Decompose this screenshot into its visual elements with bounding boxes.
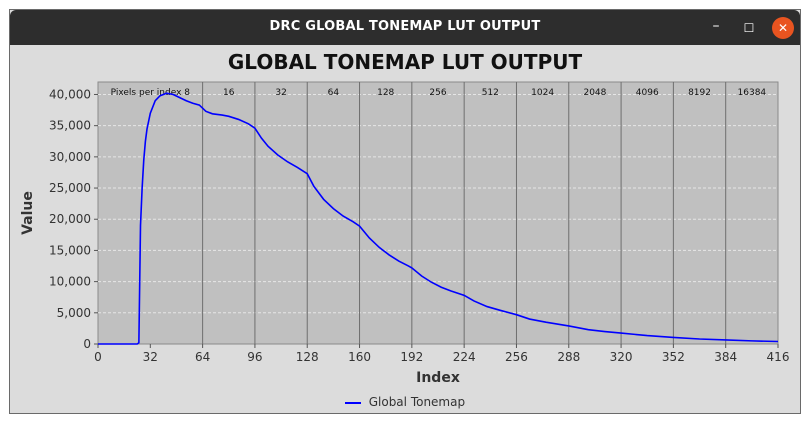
- x-tick-label: 256: [505, 350, 528, 364]
- section-label: 32: [275, 88, 286, 98]
- chart-plot: Pixels per index 8 16 32 64 128 256 512 1024 204…: [20, 81, 789, 386]
- section-labels: Pixels per index 8 16 32 64 128 256 512 1024 204…: [111, 88, 767, 98]
- section-label: 16: [223, 88, 235, 98]
- x-tick-label: 128: [296, 350, 319, 364]
- section-label: Pixels per index 8: [111, 88, 191, 98]
- x-tick-label: 384: [714, 350, 737, 364]
- y-tick-label: 20,000: [49, 212, 91, 226]
- maximize-button[interactable]: ☐: [743, 21, 755, 35]
- section-label: 1024: [531, 88, 554, 98]
- minimize-button[interactable]: –: [712, 18, 720, 34]
- legend: Global Tonemap: [10, 395, 800, 409]
- chart-title: GLOBAL TONEMAP LUT OUTPUT: [227, 50, 583, 74]
- section-label: 16384: [738, 88, 767, 98]
- title-bar[interactable]: DRC GLOBAL TONEMAP LUT OUTPUT – ☐ ✕: [10, 10, 800, 45]
- section-label: 128: [377, 88, 394, 98]
- plot-area: [97, 81, 779, 345]
- x-tick-label: 64: [195, 350, 210, 364]
- y-tick-label: 10,000: [49, 275, 91, 289]
- y-tick-label: 40,000: [49, 87, 91, 101]
- y-tick-label: 5,000: [57, 306, 91, 320]
- legend-line-icon: [344, 401, 361, 404]
- x-axis: 0 32 64 96 128 160 192 224 256 288 320 352 384 416: [94, 344, 789, 364]
- series-line-global-tonemap: [98, 92, 779, 345]
- close-button[interactable]: ✕: [772, 17, 794, 39]
- section-label: 2048: [583, 88, 606, 98]
- y-axis-label: Value: [20, 191, 36, 235]
- x-tick-label: 320: [610, 350, 633, 364]
- section-label: 64: [328, 88, 340, 98]
- y-tick-label: 0: [83, 337, 91, 351]
- section-label: 4096: [636, 88, 659, 98]
- x-axis-label: Index: [416, 370, 460, 386]
- window-title: DRC GLOBAL TONEMAP LUT OUTPUT: [269, 19, 541, 34]
- grid-lines: [98, 93, 778, 314]
- section-label: 512: [482, 88, 499, 98]
- section-dividers: [202, 82, 727, 344]
- y-tick-label: 15,000: [49, 243, 91, 257]
- section-label: 8192: [688, 88, 711, 98]
- y-axis: 0 5,000 10,000 15,000 20,000 25,000 30,000 35,0…: [49, 87, 98, 351]
- section-label: 256: [429, 88, 446, 98]
- x-tick-label: 32: [143, 350, 158, 364]
- y-tick-label: 35,000: [49, 119, 91, 133]
- x-tick-label: 160: [348, 350, 371, 364]
- x-tick-label: 352: [662, 350, 685, 364]
- app-window: DRC GLOBAL TONEMAP LUT OUTPUT – ☐ ✕ GLOB…: [9, 9, 801, 414]
- legend-label: Global Tonemap: [368, 395, 466, 409]
- x-tick-label: 192: [400, 350, 423, 364]
- x-tick-label: 416: [767, 350, 790, 364]
- x-tick-label: 0: [94, 350, 102, 364]
- y-tick-label: 25,000: [49, 181, 91, 195]
- y-tick-label: 30,000: [49, 150, 91, 164]
- x-tick-label: 96: [247, 350, 262, 364]
- x-tick-label: 224: [453, 350, 476, 364]
- x-tick-label: 288: [557, 350, 580, 364]
